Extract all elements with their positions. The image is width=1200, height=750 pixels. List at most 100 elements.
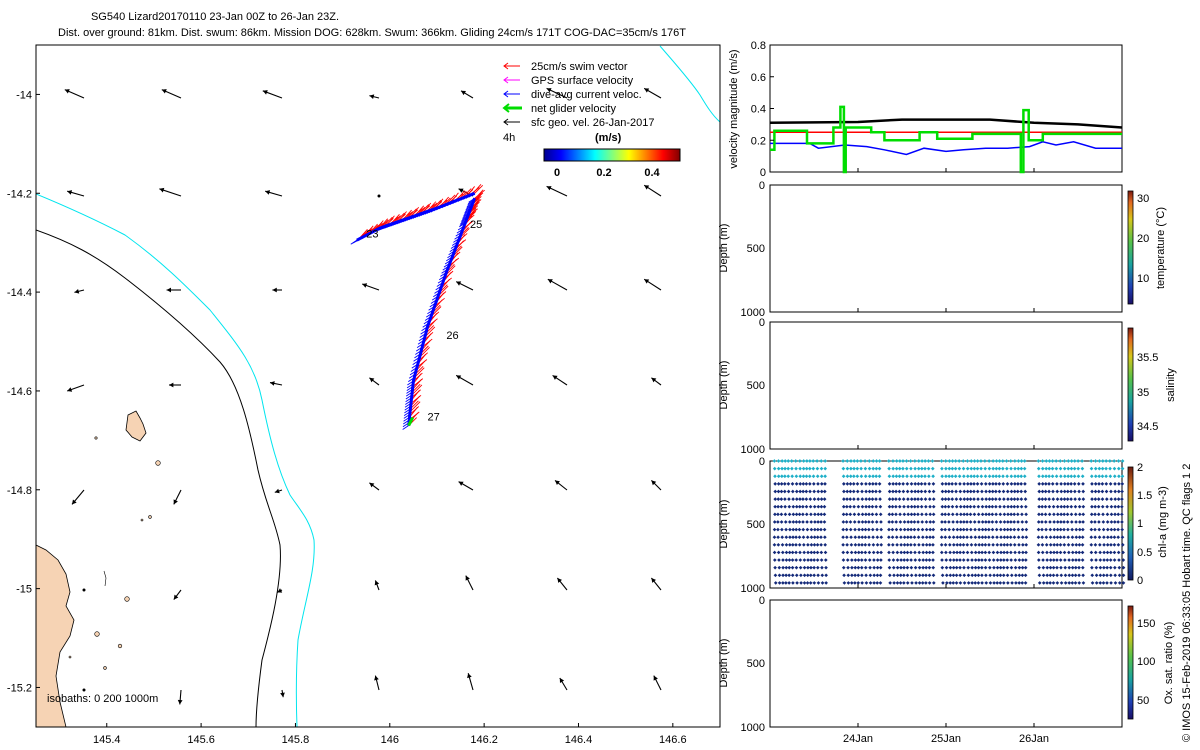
chla-sample	[784, 565, 789, 570]
chla-sample	[958, 581, 963, 585]
chla-sample	[1055, 581, 1060, 585]
chla-sample	[1090, 497, 1094, 501]
chla-sample	[905, 581, 910, 585]
reef-islet	[103, 666, 107, 670]
chla-sample	[1014, 573, 1018, 578]
chla-sample	[916, 459, 921, 463]
reef-islet	[117, 643, 123, 649]
chla-sample	[983, 535, 988, 540]
chla-sample	[916, 535, 921, 540]
chla-sample	[857, 520, 861, 524]
chla-sample	[926, 466, 931, 471]
chla-sample	[1077, 520, 1082, 524]
chla-sample	[1113, 504, 1117, 509]
chla-sample	[1052, 535, 1057, 540]
chla-sample	[776, 535, 780, 540]
chla-sample	[1020, 558, 1025, 562]
chla-sample	[870, 489, 875, 494]
chla-sample	[819, 550, 824, 555]
geo-vector-head	[272, 287, 277, 293]
chla-sample	[849, 581, 854, 585]
chla-sample	[872, 573, 876, 578]
chla-sample	[894, 527, 899, 532]
chla-sample	[905, 489, 910, 494]
chla-sample	[1013, 466, 1017, 471]
chla-sample	[823, 535, 827, 540]
chla-sample	[788, 527, 792, 532]
chla-sample	[901, 466, 905, 471]
chla-sample	[1120, 497, 1124, 501]
chla-sample	[970, 558, 974, 562]
map-ticks: 145.4 145.6 145.8 146 146.2 146.4 146.6-14-14.…	[7, 89, 687, 746]
chla-sample	[970, 565, 975, 570]
chla-sample	[1009, 512, 1013, 517]
chla-sample	[1005, 542, 1010, 547]
chla-sample	[863, 542, 868, 547]
chla-sample	[780, 542, 785, 547]
chla-sample	[970, 581, 974, 585]
chla-sample	[994, 489, 998, 494]
chla-sample	[931, 581, 936, 585]
chla-sample	[864, 573, 868, 578]
chla-sample	[940, 520, 944, 524]
chla-sample	[999, 535, 1003, 540]
chla-sample	[801, 520, 805, 524]
chla-sample	[1015, 497, 1020, 501]
chla-sample	[1117, 565, 1122, 570]
chla-sample	[1116, 497, 1121, 501]
chla-sample	[980, 504, 985, 509]
chla-sample	[787, 542, 792, 547]
chla-sample	[931, 542, 935, 547]
chla-sample	[992, 581, 996, 585]
chla-sample	[789, 459, 794, 463]
geo-vector-head	[651, 578, 657, 583]
chla-sample	[1048, 565, 1053, 570]
chla-sample	[801, 512, 805, 517]
chla-sample	[787, 520, 792, 524]
chla-sample	[970, 573, 975, 578]
chla-sample	[791, 512, 796, 517]
chla-sample	[943, 497, 948, 501]
chla-sample	[822, 527, 827, 532]
chla-sample	[867, 497, 872, 501]
chla-sample	[872, 581, 876, 585]
chla-sample	[999, 542, 1003, 547]
chla-sample	[913, 474, 918, 479]
chla-sample	[808, 573, 813, 578]
chla-sample	[958, 573, 963, 578]
chla-sample	[805, 581, 810, 585]
chla-sample	[1101, 512, 1105, 517]
chla-sample	[860, 497, 865, 501]
chla-sample	[809, 520, 814, 524]
chla-sample	[1100, 466, 1105, 471]
chla-sample	[995, 558, 1000, 562]
chla-sample	[1073, 565, 1078, 570]
chla-sample	[773, 489, 778, 494]
chla-sample	[1113, 581, 1118, 585]
chla-sample	[1067, 581, 1072, 585]
chla-sample	[927, 573, 932, 578]
reef-islet	[148, 515, 152, 519]
chla-sample	[1043, 504, 1048, 509]
chla-sample	[1037, 581, 1042, 585]
chla-sample	[1094, 565, 1099, 570]
geo-vector-head	[173, 594, 179, 600]
chla-sample	[930, 466, 935, 471]
chla-sample	[1093, 474, 1098, 479]
chla-sample	[776, 520, 780, 524]
chla-sample	[1116, 542, 1121, 547]
chla-sample	[994, 520, 999, 524]
chla-sample	[1109, 542, 1113, 547]
chla-sample	[857, 527, 861, 532]
chla-sample	[905, 550, 910, 555]
chla-sample	[860, 573, 864, 578]
chla-sample	[1040, 474, 1045, 479]
chla-sample	[1076, 459, 1080, 463]
chla-sample	[844, 520, 849, 524]
chla-sample	[797, 504, 802, 509]
chla-sample	[860, 581, 864, 585]
chla-sample	[1116, 489, 1121, 494]
geo-vector-head	[166, 287, 171, 293]
chla-sample	[1105, 573, 1109, 578]
